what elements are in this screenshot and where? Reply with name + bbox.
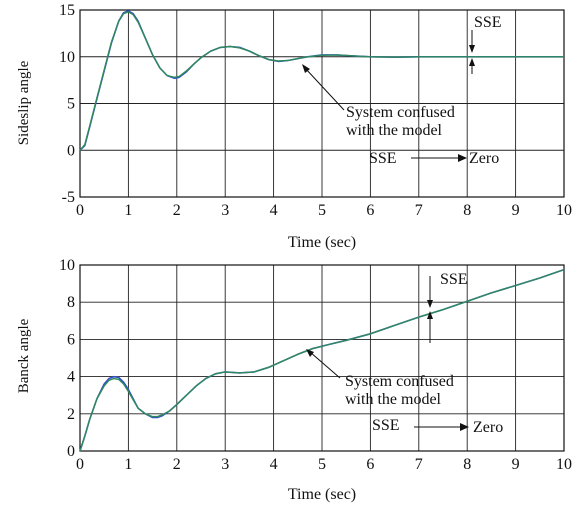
sideslip-x-tick-label: 9 [512, 202, 520, 219]
sideslip-x-tick-label: 4 [270, 202, 278, 219]
sideslip-series-line-2 [79, 11, 564, 151]
sideslip-x-axis-label: Time (sec) [288, 234, 356, 251]
sideslip-y-tick-label: 0 [67, 142, 75, 159]
sideslip-x-tick-label: 6 [366, 202, 374, 219]
bank-x-tick-label: 7 [415, 456, 423, 473]
sideslip-x-tick-label: 3 [221, 202, 229, 219]
sideslip-y-axis-label: Sideslip angle [16, 60, 32, 145]
sideslip-annotation-line2: with the model [346, 122, 443, 139]
sideslip-sse-arrowhead-down [469, 45, 475, 53]
sideslip-annotation-arrowhead [302, 64, 310, 73]
bank-x-tick-label: 2 [173, 456, 181, 473]
bank-y-tick-label: 8 [67, 294, 75, 311]
bank-y-tick-label: 4 [67, 369, 75, 386]
bank-x-tick-label: 9 [512, 456, 520, 473]
sideslip-sse-zero-left: SSE [369, 150, 397, 167]
bank-sse-label: SSE [440, 271, 468, 288]
bank-x-tick-label: 3 [221, 456, 229, 473]
bank-y-tick-label: 10 [59, 257, 75, 274]
sideslip-x-tick-label: 8 [463, 202, 471, 219]
bank-x-tick-label: 10 [556, 456, 572, 473]
bank-x-tick-label: 6 [366, 456, 374, 473]
sideslip-x-tick-label: 7 [415, 202, 423, 219]
sideslip-x-tick-label: 10 [556, 202, 572, 219]
sideslip-annotation-line1: System confused [346, 104, 455, 121]
bank-x-tick-label: 1 [124, 456, 132, 473]
bank-x-tick-label: 4 [270, 456, 278, 473]
bank-x-tick-label: 0 [76, 456, 84, 473]
sideslip-x-tick-label: 2 [173, 202, 181, 219]
sideslip-sse-label: SSE [474, 14, 502, 31]
sideslip-y-tick-label: -5 [62, 189, 75, 206]
sideslip-y-tick-label: 15 [59, 2, 75, 19]
sideslip-y-tick-label: 10 [59, 49, 75, 66]
bank-x-tick-label: 5 [318, 456, 326, 473]
sideslip-sse-zero-arrowhead [458, 154, 467, 162]
bank-annotation-line1: System confused [345, 373, 454, 390]
sideslip-x-tick-label: 0 [76, 202, 84, 219]
bank-plot-frame [79, 264, 565, 452]
bank-sse-zero-left: SSE [372, 417, 400, 434]
bank-annotation-arrowhead [306, 349, 314, 357]
sideslip-sse-arrowhead-up [469, 58, 475, 66]
sideslip-annotation-arrow [304, 67, 345, 111]
sideslip-y-tick-label: 5 [67, 96, 75, 113]
bank-y-tick-label: 2 [67, 406, 75, 423]
bank-sse-arrowhead-down [427, 300, 433, 308]
sideslip-plot-frame [79, 9, 565, 198]
bank-chart: 0 1 2 3 4 5 6 7 8 9 10 0 2 4 6 8 10 Time (sec) Banck ang… [16, 257, 572, 503]
bank-x-axis-label: Time (sec) [288, 486, 356, 503]
bank-y-tick-label: 6 [67, 331, 75, 348]
bank-sse-zero-right: Zero [473, 419, 503, 436]
bank-series-line-2 [79, 268, 565, 452]
bank-sse-zero-arrowhead [460, 423, 469, 431]
sideslip-x-tick-label: 1 [124, 202, 132, 219]
bank-annotation-arrow [309, 351, 341, 379]
bank-x-tick-label: 8 [463, 456, 471, 473]
bank-y-axis-label: Banck angle [16, 318, 32, 393]
bank-sse-arrowhead-up [427, 311, 433, 319]
sideslip-sse-zero-right: Zero [469, 150, 499, 167]
sideslip-x-tick-label: 5 [318, 202, 326, 219]
bank-y-tick-label: 0 [67, 443, 75, 460]
bank-annotation-line2: with the model [345, 391, 442, 408]
